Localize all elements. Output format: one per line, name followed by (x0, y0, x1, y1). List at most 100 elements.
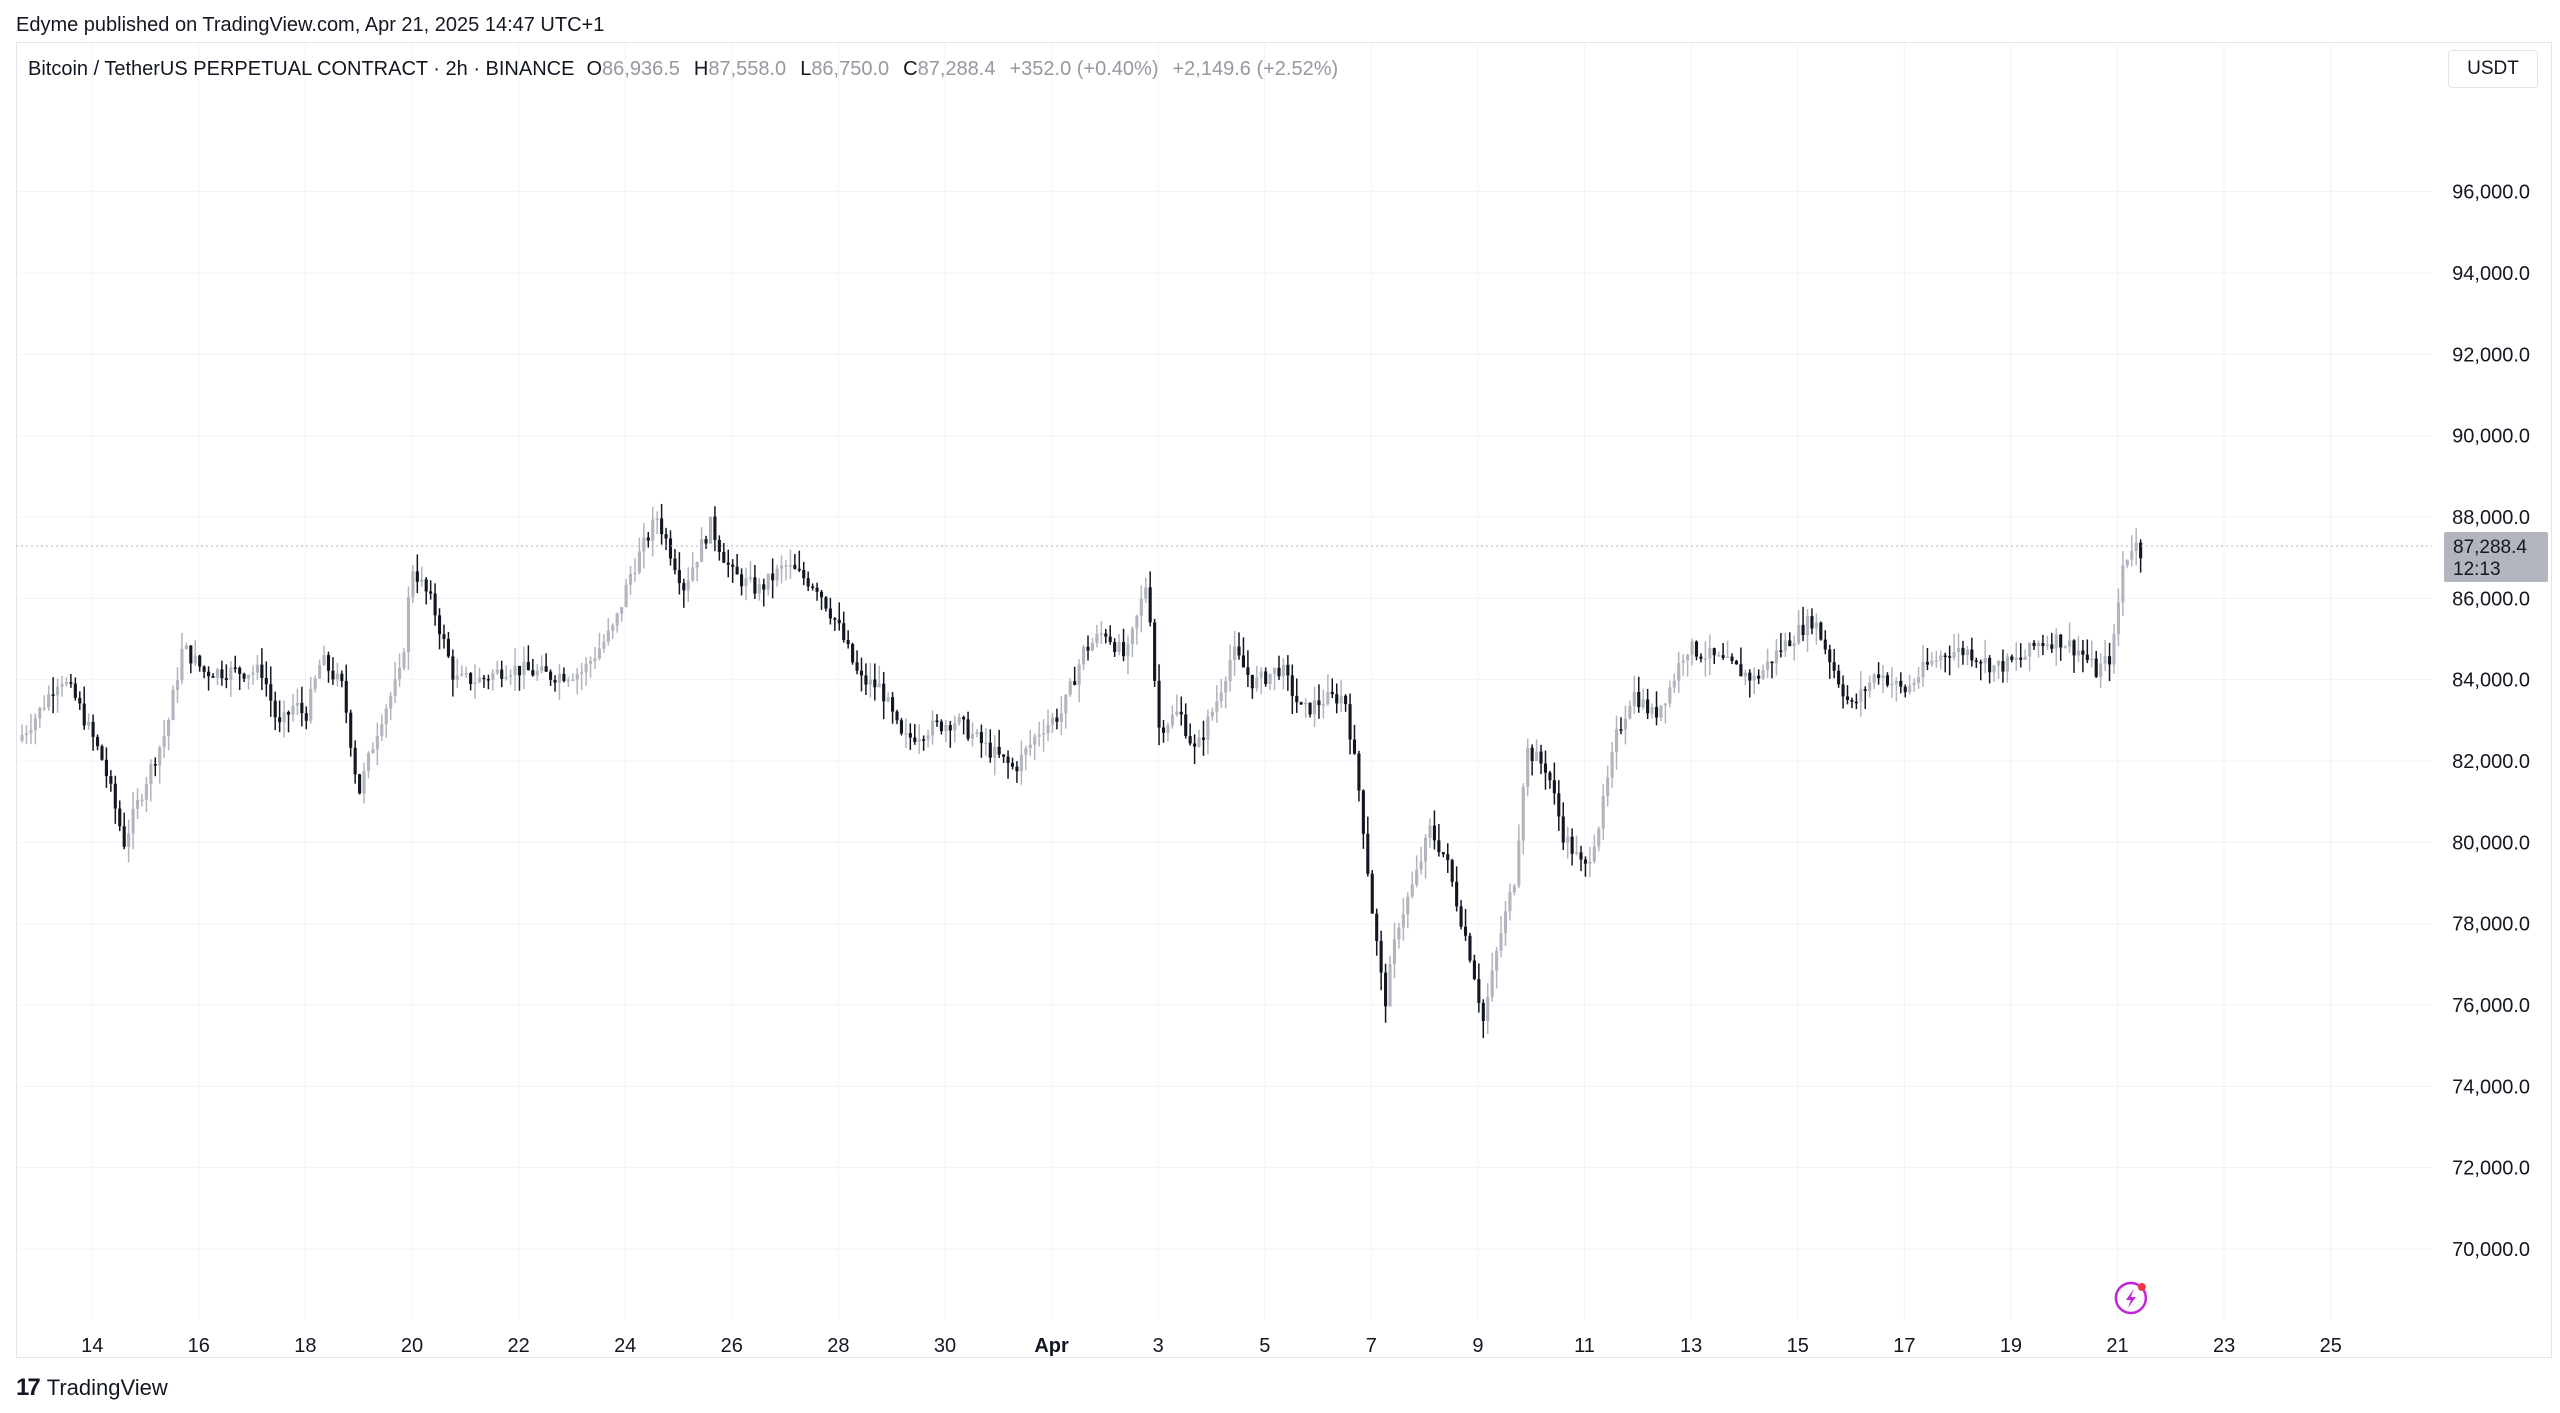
candle[interactable] (1224, 676, 1228, 709)
candle[interactable] (717, 535, 721, 561)
candle[interactable] (424, 577, 428, 605)
candle[interactable] (1632, 676, 1636, 714)
candle[interactable] (1019, 740, 1023, 785)
candle[interactable] (1144, 577, 1148, 603)
candle[interactable] (78, 691, 82, 710)
candle[interactable] (819, 589, 824, 610)
candle[interactable] (60, 675, 64, 697)
candle[interactable] (2068, 622, 2072, 653)
candle[interactable] (904, 718, 908, 749)
candle[interactable] (1290, 664, 1294, 715)
candle[interactable] (171, 685, 175, 721)
candle[interactable] (1828, 644, 1832, 679)
candle[interactable] (762, 578, 766, 607)
candle[interactable] (1650, 703, 1654, 719)
candle[interactable] (1885, 672, 1890, 688)
candle[interactable] (664, 527, 668, 551)
candle[interactable] (1952, 633, 1956, 661)
candle[interactable] (997, 729, 1001, 758)
candle[interactable] (1361, 789, 1365, 849)
candle[interactable] (646, 531, 650, 548)
candle[interactable] (1601, 784, 1605, 840)
candle[interactable] (1317, 684, 1321, 719)
candle[interactable] (695, 561, 699, 582)
candle[interactable] (255, 654, 259, 681)
candle[interactable] (660, 503, 664, 545)
candle[interactable] (353, 740, 357, 784)
candle[interactable] (380, 714, 384, 741)
candle[interactable] (1068, 677, 1072, 697)
candle[interactable] (1548, 770, 1552, 789)
candle[interactable] (1761, 664, 1765, 680)
candle[interactable] (1299, 701, 1303, 705)
candle[interactable] (1992, 664, 1996, 682)
candle[interactable] (47, 685, 51, 711)
candle[interactable] (1428, 818, 1432, 848)
candle[interactable] (1042, 719, 1046, 752)
candle[interactable] (1077, 659, 1081, 703)
candle[interactable] (1210, 707, 1214, 721)
candle[interactable] (1863, 686, 1867, 710)
candle[interactable] (1121, 628, 1126, 662)
candle[interactable] (562, 667, 566, 683)
candle[interactable] (1637, 676, 1641, 713)
candle[interactable] (1219, 678, 1223, 708)
candle[interactable] (637, 537, 641, 575)
candle[interactable] (1552, 762, 1556, 805)
candle[interactable] (1277, 655, 1281, 681)
candle[interactable] (1539, 744, 1543, 775)
currency-button[interactable]: USDT (2448, 50, 2538, 88)
candle[interactable] (2028, 642, 2032, 672)
candle[interactable] (1459, 900, 1463, 930)
candle[interactable] (686, 567, 690, 603)
candle[interactable] (2121, 551, 2125, 616)
candle[interactable] (1566, 826, 1570, 859)
candle[interactable] (1166, 722, 1170, 742)
candle[interactable] (1894, 677, 1898, 702)
candle[interactable] (1717, 651, 1721, 657)
candle[interactable] (1321, 689, 1325, 719)
candle[interactable] (100, 744, 104, 761)
candle[interactable] (1646, 688, 1650, 720)
candle[interactable] (437, 608, 442, 650)
candle[interactable] (1268, 673, 1272, 691)
candle[interactable] (1899, 672, 1903, 694)
candle[interactable] (1850, 697, 1854, 709)
candle[interactable] (1344, 694, 1348, 712)
candle[interactable] (20, 724, 24, 743)
candle[interactable] (864, 663, 868, 696)
candle[interactable] (1734, 659, 1739, 665)
candle[interactable] (873, 663, 877, 701)
candle[interactable] (593, 647, 597, 669)
candle[interactable] (948, 720, 952, 748)
candle[interactable] (495, 660, 499, 675)
candle[interactable] (1281, 658, 1285, 690)
candle[interactable] (1530, 744, 1534, 776)
candle[interactable] (1108, 625, 1112, 645)
candle[interactable] (557, 664, 562, 700)
candle[interactable] (993, 735, 997, 776)
candle[interactable] (104, 747, 108, 788)
candle[interactable] (815, 582, 819, 601)
candle[interactable] (251, 665, 255, 685)
candle[interactable] (877, 665, 881, 688)
candle[interactable] (1726, 640, 1730, 659)
candle[interactable] (722, 542, 726, 564)
candle[interactable] (486, 674, 490, 690)
candle[interactable] (1908, 674, 1912, 695)
candle[interactable] (553, 675, 557, 692)
candle[interactable] (1810, 608, 1814, 635)
candle[interactable] (1446, 843, 1450, 873)
candle[interactable] (1348, 693, 1352, 755)
candle[interactable] (1765, 648, 1770, 679)
candle[interactable] (1521, 783, 1525, 855)
candle[interactable] (1757, 669, 1761, 685)
candle[interactable] (1535, 739, 1539, 762)
candle[interactable] (1690, 638, 1694, 666)
candle[interactable] (2103, 640, 2107, 672)
candle[interactable] (1557, 780, 1561, 831)
candle[interactable] (1499, 915, 1503, 957)
candle[interactable] (2112, 623, 2116, 674)
candle[interactable] (1157, 664, 1161, 746)
candle[interactable] (882, 671, 886, 720)
